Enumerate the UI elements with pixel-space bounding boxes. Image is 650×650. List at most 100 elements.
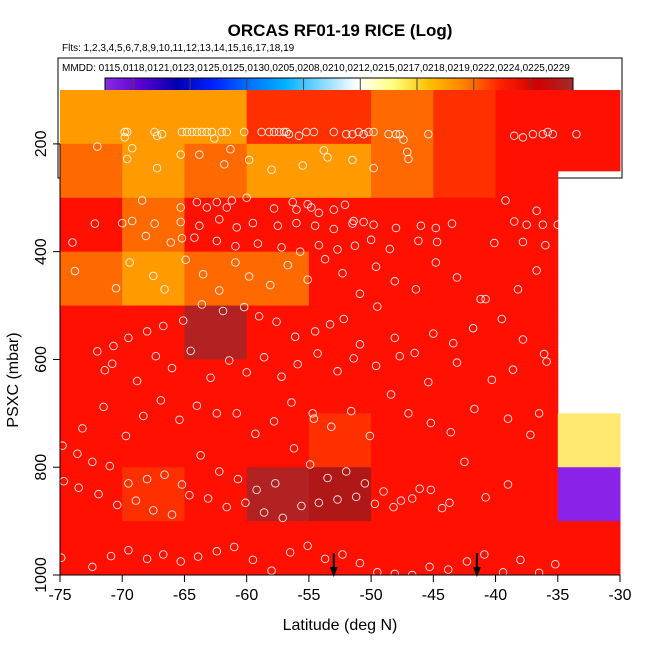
- heatmap-cell: [433, 548, 497, 576]
- data-point: [404, 409, 413, 418]
- heatmap-cell: [60, 548, 123, 576]
- data-point: [176, 203, 185, 212]
- heatmap-cell: [495, 90, 559, 118]
- data-point: [93, 347, 102, 356]
- data-point: [248, 218, 258, 228]
- data-point: [390, 333, 400, 343]
- heatmap-cell: [495, 494, 559, 522]
- data-point: [341, 129, 351, 139]
- data-point: [481, 294, 490, 304]
- heatmap-cell: [60, 305, 123, 333]
- y-tick-label: 200: [33, 130, 50, 157]
- data-point: [287, 398, 296, 407]
- data-point: [212, 409, 222, 418]
- x-tick-label: -70: [111, 587, 134, 604]
- data-point: [231, 242, 240, 251]
- data-point: [215, 286, 224, 295]
- data-point: [222, 203, 232, 212]
- heatmap-cell: [433, 386, 497, 414]
- data-point: [447, 219, 457, 228]
- heatmap-cell: [308, 197, 372, 226]
- data-point: [139, 411, 148, 421]
- data-point: [142, 554, 152, 564]
- heatmap-cell: [371, 386, 434, 414]
- data-point: [176, 557, 185, 566]
- data-point: [88, 562, 97, 572]
- heatmap-cell: [495, 548, 559, 576]
- heatmap-cell: [184, 305, 248, 333]
- data-point: [431, 258, 441, 267]
- data-point: [192, 127, 202, 137]
- data-point: [175, 415, 184, 425]
- heatmap-cell: [308, 386, 372, 414]
- heatmap-cell: [433, 521, 497, 549]
- data-point: [122, 154, 132, 164]
- x-tick-label: -40: [484, 587, 507, 604]
- data-point: [195, 221, 204, 231]
- heatmap-cell: [433, 359, 497, 387]
- heatmap-cell: [60, 251, 123, 280]
- heatmap-cell: [495, 521, 559, 549]
- data-point: [124, 333, 133, 343]
- data-point: [241, 498, 250, 508]
- data-point: [167, 510, 177, 519]
- data-point: [366, 235, 376, 245]
- data-point: [355, 289, 365, 298]
- heatmap-cell: [122, 467, 185, 495]
- heatmap-cell: [122, 305, 185, 333]
- data-point: [56, 553, 66, 563]
- data-point: [348, 129, 357, 139]
- data-point: [313, 349, 322, 358]
- data-point: [94, 489, 103, 499]
- data-point: [338, 268, 347, 278]
- data-point: [111, 284, 121, 293]
- data-point: [239, 127, 249, 137]
- data-point: [333, 367, 342, 376]
- data-point: [284, 129, 294, 139]
- data-point: [186, 346, 195, 356]
- heatmap-cell: [371, 170, 434, 199]
- heatmap-cell: [495, 305, 559, 333]
- heatmap-cell: [60, 332, 123, 360]
- data-point: [278, 513, 288, 523]
- data-point: [379, 487, 388, 496]
- heatmap-cell: [433, 224, 497, 253]
- heatmap-cell: [122, 197, 185, 226]
- data-point: [160, 285, 169, 294]
- data-point: [501, 196, 510, 205]
- data-point: [327, 422, 336, 432]
- data-point: [74, 483, 83, 492]
- data-point: [481, 493, 490, 502]
- heatmap-cell: [371, 548, 434, 576]
- data-point: [518, 335, 528, 344]
- x-tick-label: -35: [546, 587, 569, 604]
- data-point: [532, 206, 541, 215]
- data-point: [351, 492, 361, 502]
- data-point: [329, 127, 339, 137]
- data-point: [518, 237, 528, 247]
- data-point: [303, 541, 312, 551]
- data-point: [314, 208, 324, 218]
- heatmap-cell: [433, 197, 497, 226]
- heatmap-cell: [495, 116, 559, 145]
- data-point: [192, 197, 202, 207]
- data-point: [70, 266, 80, 276]
- heatmap-cell: [371, 143, 434, 172]
- heatmap-cell: [246, 90, 310, 118]
- heatmap-cell: [495, 359, 559, 387]
- data-point: [416, 221, 426, 231]
- data-point: [124, 545, 133, 555]
- data-point: [429, 329, 438, 338]
- heatmap-cell: [308, 90, 372, 118]
- heatmap-cell: [308, 332, 372, 360]
- heatmap-cell: [122, 386, 185, 414]
- data-point: [404, 154, 413, 164]
- data-point: [271, 479, 280, 488]
- data-point: [264, 127, 274, 137]
- heatmap-cell: [60, 494, 123, 522]
- y-tick-label: 800: [33, 454, 50, 481]
- data-point: [125, 258, 134, 267]
- arrow-head: [329, 567, 338, 577]
- heatmap-cell: [122, 521, 185, 549]
- data-point: [480, 550, 489, 559]
